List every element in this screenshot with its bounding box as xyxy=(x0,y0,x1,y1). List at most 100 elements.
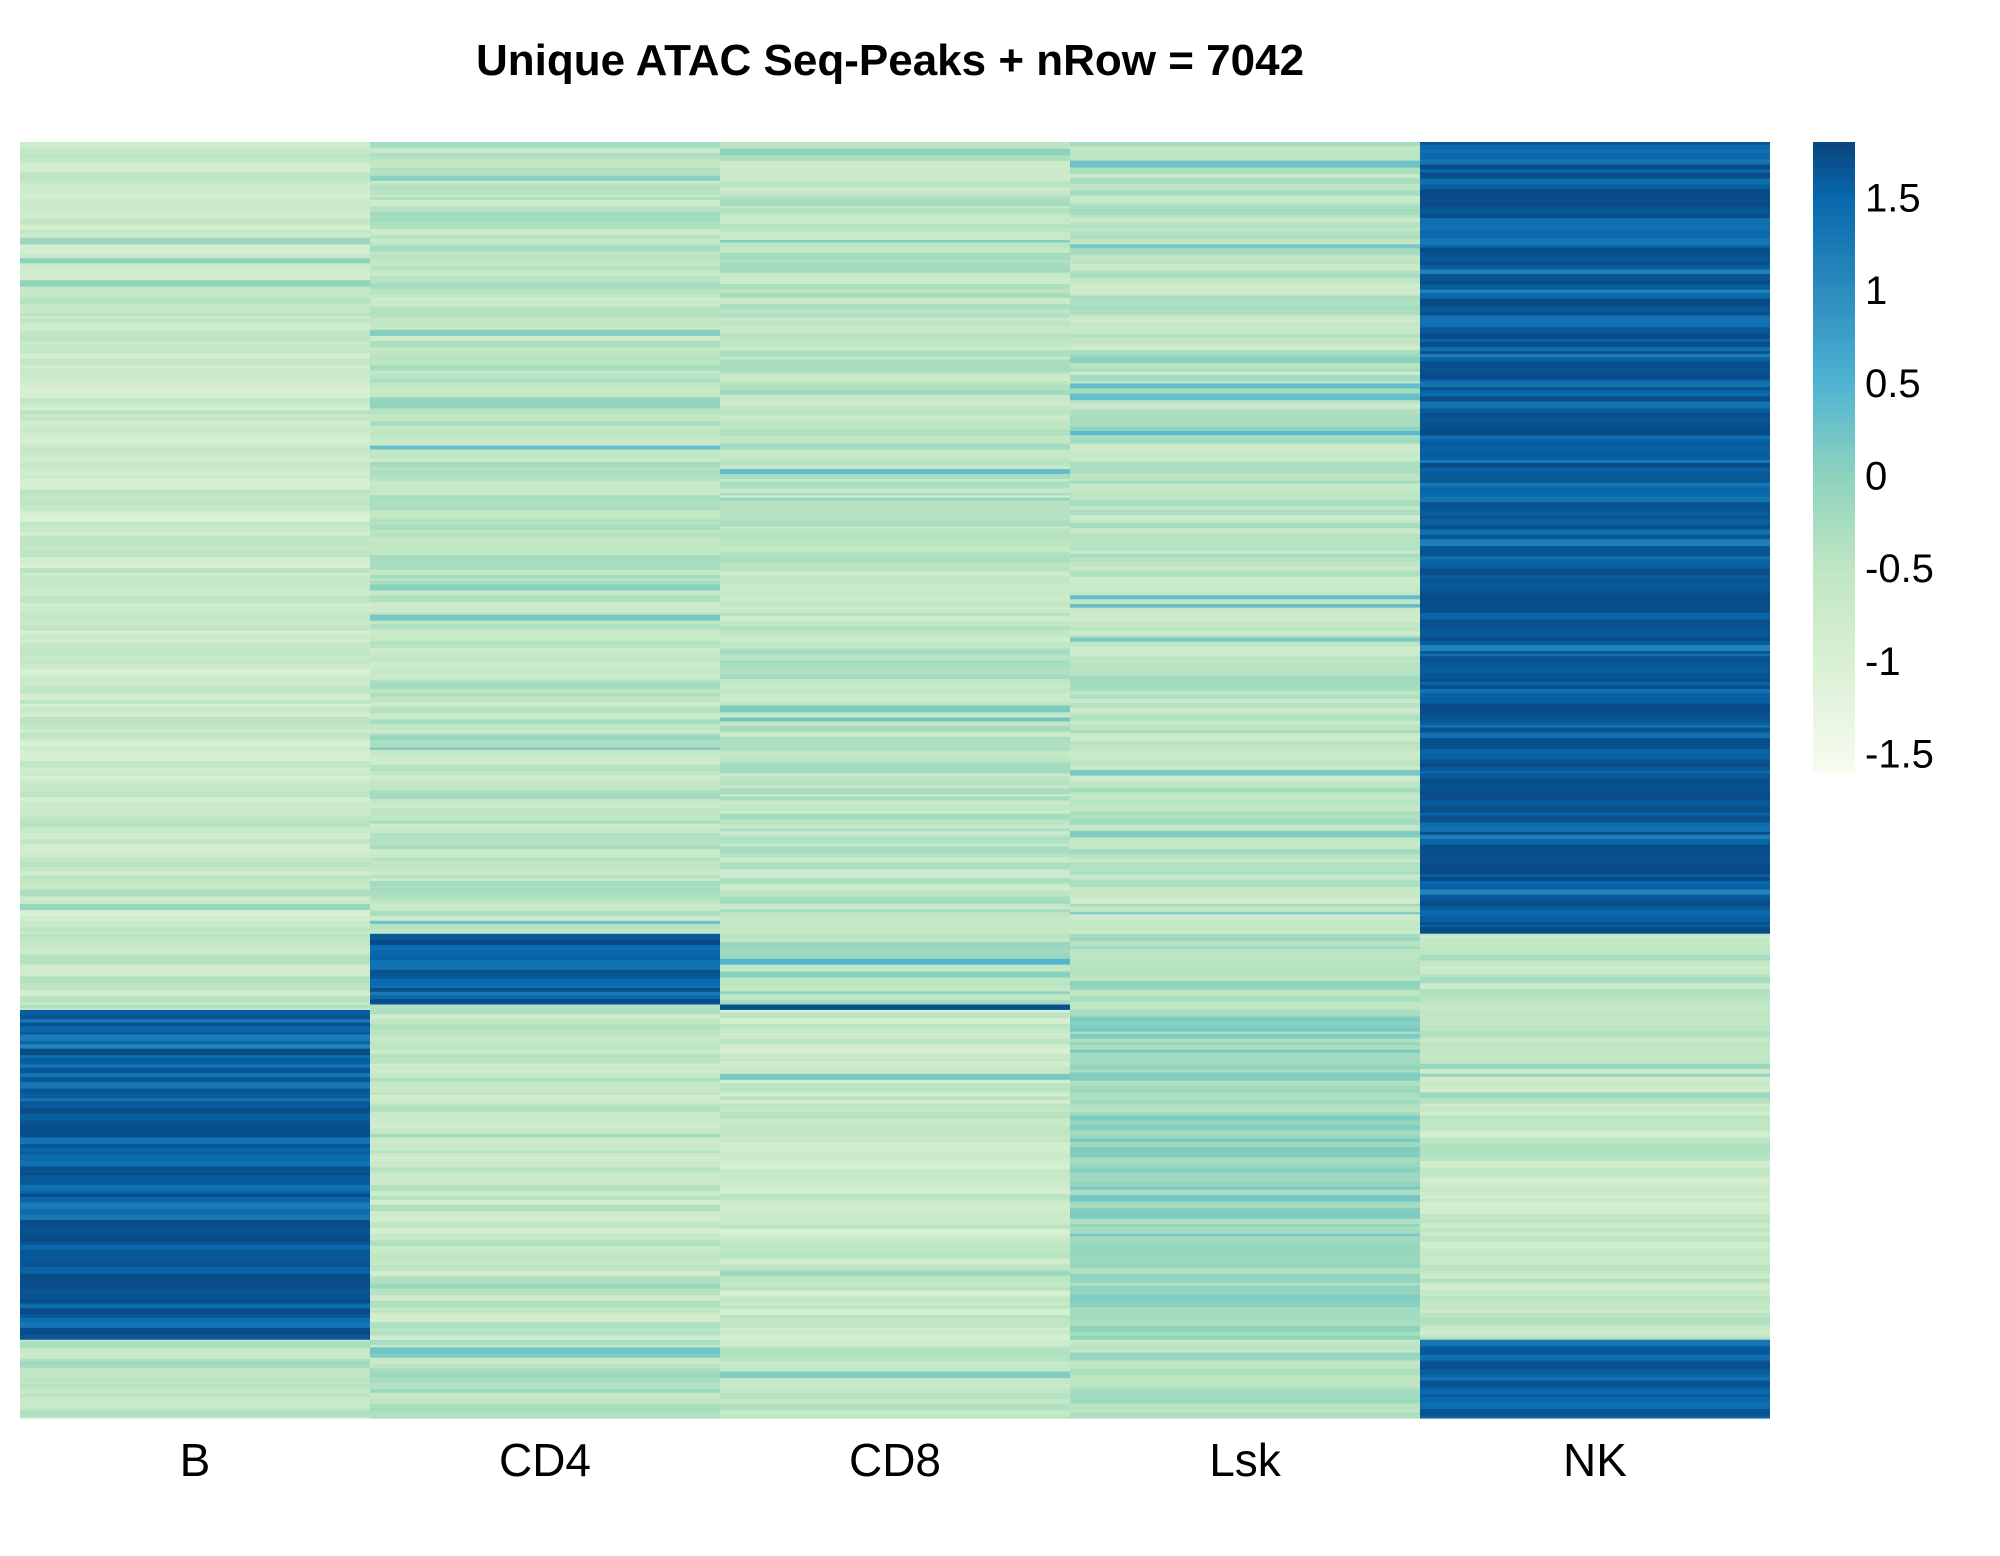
heatmap-stripe xyxy=(370,197,720,201)
heatmap-stripe xyxy=(1070,509,1420,516)
heatmap-stripe xyxy=(1420,401,1770,409)
heatmap-stripe xyxy=(720,1270,1070,1277)
heatmap-stripe xyxy=(1420,725,1770,729)
heatmap-stripe xyxy=(370,799,720,806)
heatmap-stripe xyxy=(1070,340,1420,346)
legend-gradient-step xyxy=(1813,157,1855,164)
heatmap-stripe xyxy=(1420,459,1770,464)
heatmap-stripe xyxy=(1070,1218,1420,1225)
heatmap-stripe xyxy=(20,1172,370,1176)
heatmap-stripe xyxy=(20,253,370,259)
heatmap-stripe xyxy=(370,1364,720,1369)
heatmap-stripe xyxy=(1420,417,1770,424)
heatmap-stripe xyxy=(720,1096,1070,1101)
legend-gradient-step xyxy=(1813,425,1855,432)
heatmap-stripe xyxy=(20,186,370,194)
heatmap-stripe xyxy=(1420,256,1770,263)
heatmap-stripe xyxy=(20,263,370,269)
heatmap-stripe xyxy=(370,623,720,631)
heatmap-stripe xyxy=(370,969,720,977)
heatmap-stripe xyxy=(720,1308,1070,1316)
heatmap-stripe xyxy=(1070,1412,1420,1419)
heatmap-stripe xyxy=(1420,926,1770,934)
heatmap-stripe xyxy=(720,757,1070,760)
heatmap-stripe xyxy=(1420,1208,1770,1215)
heatmap-stripe xyxy=(1420,601,1770,605)
heatmap-stripe xyxy=(20,1285,370,1290)
heatmap-stripe xyxy=(1070,1307,1420,1315)
heatmap-stripe xyxy=(1070,1004,1420,1010)
heatmap-stripe xyxy=(1070,288,1420,297)
heatmap-stripe xyxy=(370,157,720,161)
legend-gradient-step xyxy=(1813,745,1855,752)
heatmap-stripe xyxy=(20,202,370,210)
heatmap-stripe xyxy=(720,224,1070,229)
heatmap-stripe xyxy=(1420,1076,1770,1083)
heatmap-stripe xyxy=(20,1386,370,1391)
heatmap-stripe xyxy=(1070,381,1420,384)
heatmap-stripe xyxy=(20,358,370,363)
heatmap-stripe xyxy=(1070,553,1420,559)
heatmap-stripe xyxy=(720,828,1070,832)
heatmap-stripe xyxy=(370,378,720,384)
legend-gradient-step xyxy=(1813,751,1855,757)
heatmap-stripe xyxy=(20,420,370,428)
heatmap-stripe xyxy=(20,306,370,314)
heatmap-stripe xyxy=(1420,1143,1770,1149)
heatmap-stripe xyxy=(1420,933,1770,937)
legend-gradient-step xyxy=(1813,530,1855,537)
heatmap-stripe xyxy=(720,696,1070,703)
heatmap-stripe xyxy=(370,340,720,349)
heatmap-stripe xyxy=(20,927,370,933)
heatmap-stripe xyxy=(1070,374,1420,382)
heatmap-stripe xyxy=(20,511,370,518)
heatmap-stripe xyxy=(370,742,720,747)
heatmap-stripe xyxy=(20,1041,370,1045)
color-legend: 1.510.50-0.5-1-1.5 xyxy=(1813,142,1934,777)
heatmap-stripe xyxy=(720,819,1070,826)
heatmap-stripe xyxy=(20,535,370,543)
heatmap-stripe xyxy=(370,329,720,337)
heatmap-stripe xyxy=(1420,689,1770,694)
heatmap-stripe xyxy=(1420,280,1770,286)
heatmap-stripe xyxy=(720,415,1070,421)
heatmap-stripe xyxy=(370,270,720,277)
heatmap-stripe xyxy=(720,1237,1070,1243)
heatmap-stripe xyxy=(720,702,1070,706)
heatmap-stripe xyxy=(20,716,370,721)
legend-gradient-step xyxy=(1813,399,1855,406)
heatmap-stripe xyxy=(20,889,370,897)
heatmap-stripe xyxy=(20,809,370,817)
heatmap-stripe xyxy=(370,1337,720,1341)
heatmap-stripe xyxy=(20,1389,370,1395)
heatmap-stripe xyxy=(1070,1150,1420,1158)
heatmap-stripe xyxy=(20,841,370,845)
heatmap-stripe xyxy=(720,1073,1070,1081)
heatmap-stripe xyxy=(720,163,1070,170)
heatmap-stripe xyxy=(720,1296,1070,1303)
heatmap-stripe xyxy=(370,923,720,931)
heatmap-stripe xyxy=(1070,1052,1420,1060)
heatmap-stripe xyxy=(20,237,370,246)
heatmap-stripe xyxy=(20,142,370,148)
heatmap-stripe xyxy=(720,654,1070,662)
heatmap-stripe xyxy=(20,606,370,614)
heatmap-stripe xyxy=(20,365,370,370)
heatmap-stripe xyxy=(1070,1090,1420,1094)
heatmap-stripe xyxy=(720,731,1070,738)
heatmap-stripe xyxy=(370,260,720,267)
heatmap-stripe xyxy=(1070,698,1420,704)
heatmap-stripe xyxy=(370,1153,720,1158)
heatmap-stripe xyxy=(20,625,370,632)
heatmap-stripe xyxy=(20,1032,370,1035)
heatmap-stripe xyxy=(1070,1267,1420,1275)
heatmap-stripe xyxy=(370,205,720,214)
heatmap-stripe xyxy=(370,1339,720,1346)
heatmap-stripe xyxy=(720,1333,1070,1338)
heatmap-stripe xyxy=(1070,1336,1420,1341)
heatmap-stripe xyxy=(1420,933,1770,935)
heatmap-stripe xyxy=(20,730,370,733)
heatmap-stripe xyxy=(720,1218,1070,1226)
heatmap-stripe xyxy=(20,1064,370,1069)
heatmap-stripe xyxy=(1420,1052,1770,1061)
